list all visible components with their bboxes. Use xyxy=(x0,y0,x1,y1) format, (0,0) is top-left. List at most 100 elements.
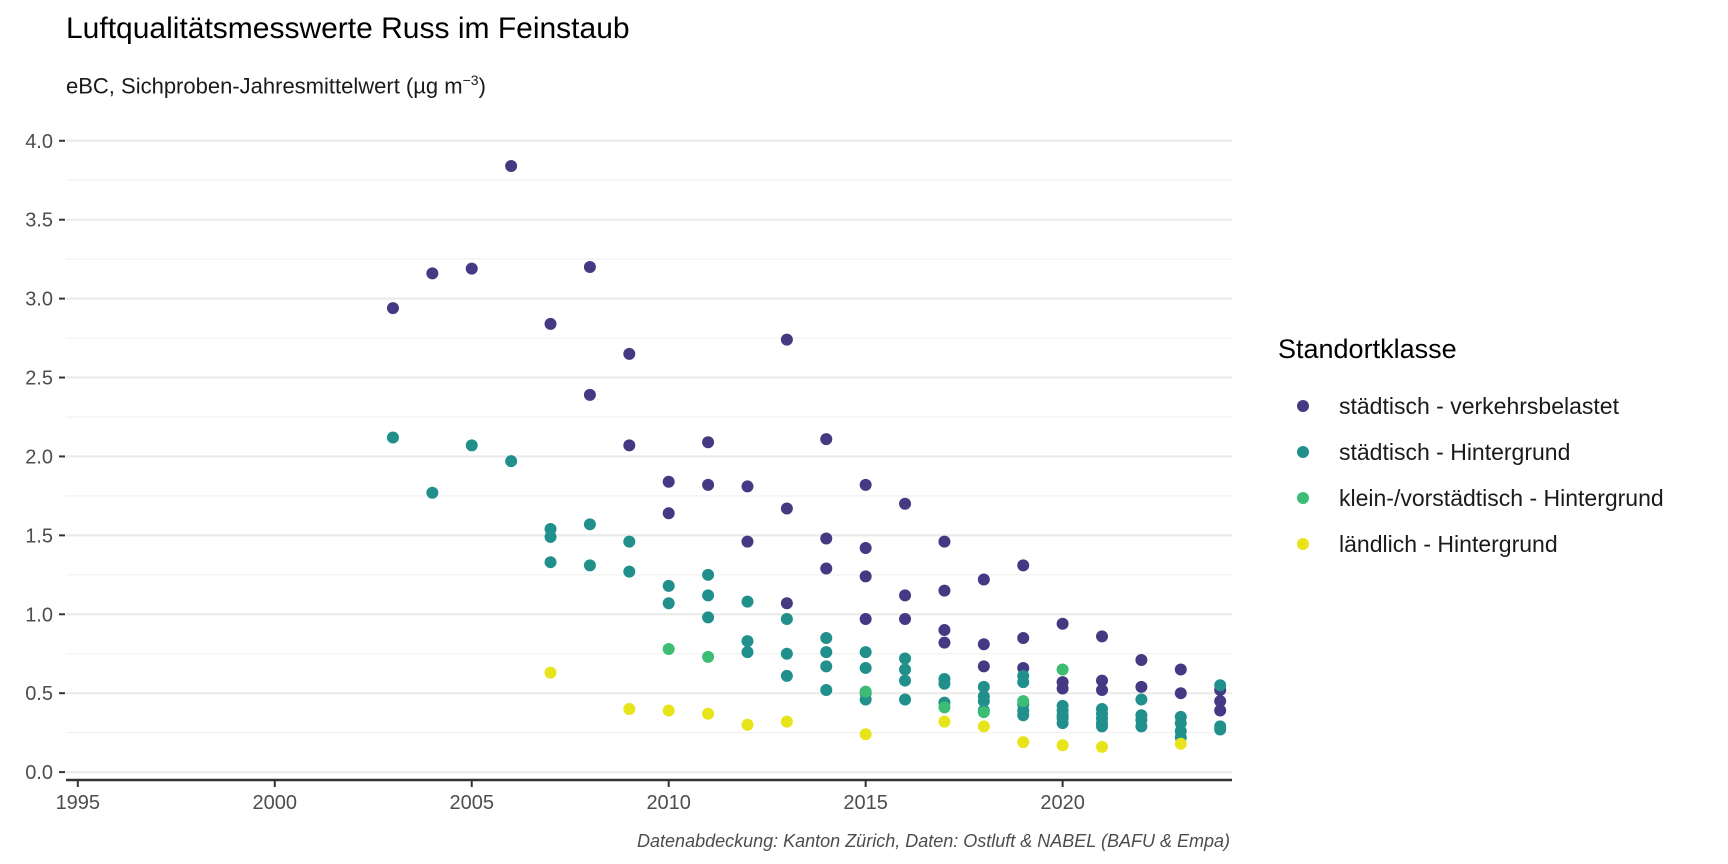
legend-item: ländlich - Hintergrund xyxy=(1278,521,1664,567)
y-tick-label: 0.5 xyxy=(25,683,53,705)
data-point-series-0 xyxy=(780,502,793,515)
data-point-series-0 xyxy=(820,532,833,545)
data-point-series-1 xyxy=(1056,717,1069,730)
data-point-series-0 xyxy=(780,597,793,610)
data-point-series-1 xyxy=(544,530,557,543)
data-point-series-1 xyxy=(505,455,518,468)
data-point-series-0 xyxy=(1174,663,1187,676)
subtitle-text: eBC, Sichproben-Jahresmittelwert (µg m xyxy=(66,73,463,99)
data-point-series-0 xyxy=(1174,687,1187,700)
data-point-series-1 xyxy=(780,647,793,660)
data-point-series-3 xyxy=(1174,737,1187,750)
data-point-series-1 xyxy=(623,565,636,578)
data-point-series-0 xyxy=(702,478,715,491)
data-point-series-0 xyxy=(1096,684,1109,697)
data-point-series-3 xyxy=(1096,740,1109,753)
data-point-series-1 xyxy=(702,568,715,581)
data-point-series-0 xyxy=(938,535,951,548)
data-point-series-0 xyxy=(1056,617,1069,630)
data-point-series-0 xyxy=(938,636,951,649)
data-point-series-1 xyxy=(859,646,872,659)
data-point-series-1 xyxy=(702,611,715,624)
data-point-series-1 xyxy=(386,431,399,444)
legend-label: städtisch - verkehrsbelastet xyxy=(1339,392,1619,419)
data-point-series-0 xyxy=(780,333,793,346)
data-point-series-2 xyxy=(1056,663,1069,676)
data-point-series-1 xyxy=(583,559,596,572)
data-point-series-0 xyxy=(505,160,518,173)
legend-label: städtisch - Hintergrund xyxy=(1339,438,1571,465)
data-point-series-1 xyxy=(859,661,872,674)
data-point-series-0 xyxy=(1096,674,1109,687)
data-point-series-0 xyxy=(426,267,439,280)
legend-item: städtisch - verkehrsbelastet xyxy=(1278,383,1664,429)
data-point-series-0 xyxy=(899,613,912,626)
data-point-series-1 xyxy=(820,684,833,697)
x-tick-label: 2005 xyxy=(449,792,494,814)
data-point-series-0 xyxy=(859,613,872,626)
data-point-series-1 xyxy=(1017,709,1030,722)
data-point-series-1 xyxy=(741,646,754,659)
data-point-series-1 xyxy=(899,674,912,687)
legend-swatch xyxy=(1297,446,1309,458)
data-point-series-1 xyxy=(977,680,990,693)
data-point-series-0 xyxy=(1096,630,1109,643)
y-tick-label: 3.0 xyxy=(25,289,53,311)
subtitle-exponent: −3 xyxy=(462,72,479,88)
data-point-series-1 xyxy=(741,635,754,648)
y-tick-label: 3.5 xyxy=(25,210,53,232)
y-tick-label: 2.0 xyxy=(25,446,53,468)
data-point-series-1 xyxy=(583,518,596,531)
data-point-series-3 xyxy=(977,720,990,733)
y-tick-label: 0.0 xyxy=(25,762,53,784)
data-point-series-3 xyxy=(859,728,872,741)
data-point-series-1 xyxy=(899,663,912,676)
data-point-series-1 xyxy=(1214,679,1227,692)
legend-swatch xyxy=(1297,538,1309,550)
data-point-series-0 xyxy=(623,347,636,360)
data-point-series-3 xyxy=(702,707,715,720)
data-point-series-1 xyxy=(1096,720,1109,733)
data-point-series-0 xyxy=(1214,695,1227,708)
subtitle-close: ) xyxy=(478,73,486,99)
data-point-series-3 xyxy=(741,718,754,731)
chart-caption: Datenabdeckung: Kanton Zürich, Daten: Os… xyxy=(637,831,1230,851)
data-point-series-1 xyxy=(977,695,990,708)
x-tick-label: 2015 xyxy=(843,792,888,814)
data-point-series-0 xyxy=(1017,559,1030,572)
data-point-series-3 xyxy=(544,666,557,679)
data-point-series-3 xyxy=(623,702,636,715)
point-layer xyxy=(386,160,1227,753)
data-point-series-0 xyxy=(899,497,912,510)
y-tick-label: 2.5 xyxy=(25,368,53,390)
data-point-series-0 xyxy=(1135,654,1148,667)
data-point-series-3 xyxy=(938,715,951,728)
data-point-series-0 xyxy=(662,475,675,488)
legend-title: Standortklasse xyxy=(1278,334,1457,364)
data-point-series-0 xyxy=(859,541,872,554)
data-point-series-0 xyxy=(820,562,833,575)
data-point-series-0 xyxy=(977,638,990,651)
data-point-series-0 xyxy=(859,570,872,583)
data-point-series-0 xyxy=(977,660,990,673)
data-point-series-0 xyxy=(1135,680,1148,693)
data-point-series-3 xyxy=(1017,736,1030,749)
data-point-series-2 xyxy=(938,701,951,714)
data-point-series-0 xyxy=(1056,682,1069,695)
data-point-series-0 xyxy=(386,302,399,315)
data-point-series-1 xyxy=(1135,693,1148,706)
data-point-series-0 xyxy=(583,261,596,274)
data-point-series-3 xyxy=(662,704,675,717)
data-point-series-1 xyxy=(820,631,833,644)
data-point-series-2 xyxy=(977,706,990,719)
chart-title: Luftqualitätsmesswerte Russ im Feinstaub xyxy=(66,12,630,45)
legend-items: städtisch - verkehrsbelastet städtisch - … xyxy=(1278,383,1664,567)
x-tick-label: 2010 xyxy=(646,792,691,814)
data-point-series-3 xyxy=(1056,739,1069,752)
data-point-series-2 xyxy=(702,650,715,663)
data-point-series-0 xyxy=(899,589,912,602)
data-point-series-0 xyxy=(859,478,872,491)
data-point-series-0 xyxy=(544,317,557,330)
data-point-series-0 xyxy=(977,573,990,586)
